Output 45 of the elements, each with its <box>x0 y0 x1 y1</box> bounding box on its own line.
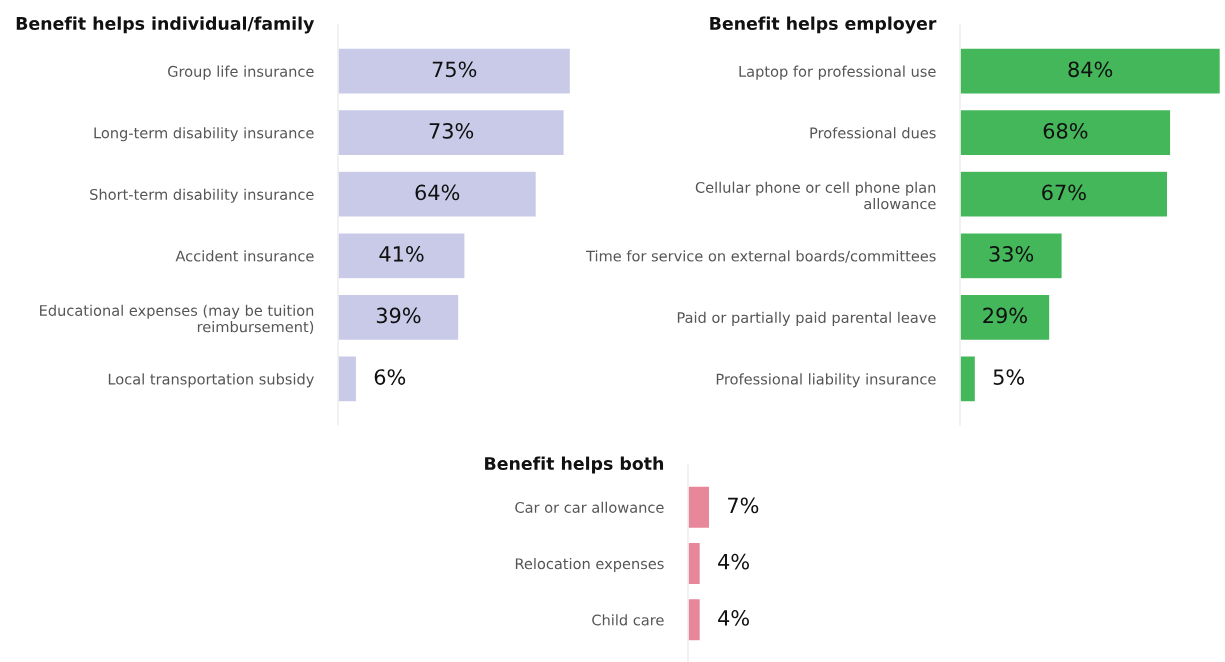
y-tick-label: Accident insurance <box>175 250 314 262</box>
y-tick-label: Paid or partially paid parental leave <box>677 311 936 326</box>
chart-title: Benefit helps both <box>485 456 664 474</box>
data-label: 4% <box>718 610 749 626</box>
y-tick-label: Relocation expenses <box>515 557 664 573</box>
y-tick-label: Car or car allowance <box>515 501 664 513</box>
y-tick-label: Educational expenses (may be tuition reimbursement) <box>40 304 314 335</box>
data-label: 5% <box>993 369 1025 385</box>
data-label: 64% <box>415 184 460 201</box>
data-label: 6% <box>374 369 406 385</box>
data-label: 4% <box>718 553 749 570</box>
y-tick-label: Child care <box>592 614 664 626</box>
data-label: 7% <box>728 497 759 514</box>
bar <box>960 355 977 403</box>
bar <box>338 231 466 280</box>
bar <box>338 293 460 342</box>
y-tick-label: Time for service on external boards/committees <box>586 250 936 263</box>
data-label: 41% <box>379 246 424 262</box>
text: Benefit helps individual/family <box>16 16 315 34</box>
y-tick-label: Group life insurance <box>168 65 314 80</box>
bar <box>960 47 1222 95</box>
data-label: 67% <box>1042 184 1086 201</box>
bar <box>960 108 1172 157</box>
data-label: 68% <box>1043 122 1088 139</box>
data-label: 73% <box>429 122 474 139</box>
bar <box>338 108 565 157</box>
y-tick-label: Cellular phone or cell phone plan allowance <box>695 181 936 210</box>
bar <box>338 47 572 95</box>
bar <box>960 170 1169 219</box>
y-tick-label: Professional dues <box>810 127 936 139</box>
y-tick-label: Long-term disability insurance <box>94 127 314 142</box>
bar <box>338 355 358 403</box>
y-tick-label: Professional liability insurance <box>716 373 936 388</box>
data-label: 29% <box>983 307 1027 324</box>
y-tick-label: Laptop for professional use <box>739 65 936 80</box>
chart-title: Benefit helps employer <box>710 16 937 34</box>
data-label: 75% <box>432 61 477 78</box>
bar <box>960 293 1051 342</box>
bar <box>960 231 1063 280</box>
data-label: 39% <box>376 307 421 324</box>
y-tick-label: Local transportation subsidy <box>108 373 314 388</box>
data-label: 84% <box>1068 61 1113 78</box>
data-label: 33% <box>989 246 1034 262</box>
y-tick-label: Short-term disability insurance <box>90 188 314 203</box>
bar <box>338 170 538 219</box>
